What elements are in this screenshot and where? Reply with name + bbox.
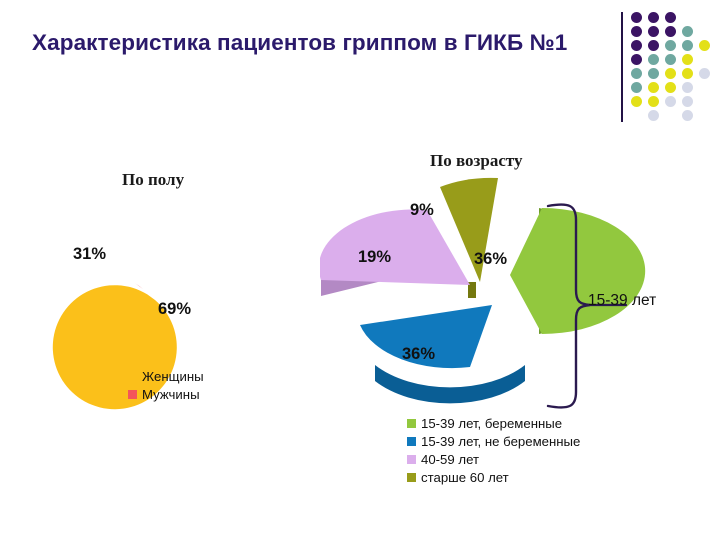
- decorative-dot: [631, 40, 642, 51]
- decorative-dot: [699, 40, 710, 51]
- decorative-dot: [682, 110, 693, 121]
- decorative-dot: [631, 54, 642, 65]
- age-group-brace-annotation: 15-39 лет: [540, 180, 720, 420]
- gender-chart-title: По полу: [122, 170, 185, 189]
- decorative-dot: [648, 110, 659, 121]
- legend-label-beremennye: 15-39 лет, беременные: [421, 416, 563, 431]
- legend-item[interactable]: 15-39 лет, не беременные: [407, 433, 580, 450]
- age-slice-side-olive: [468, 282, 476, 298]
- legend-item[interactable]: 40-59 лет: [407, 451, 580, 468]
- decorative-dot: [665, 26, 676, 37]
- decorative-dot: [665, 54, 676, 65]
- decorative-dot: [631, 68, 642, 79]
- legend-label-muzhchiny: Мужчины: [142, 387, 200, 402]
- decorative-dot: [648, 68, 659, 79]
- age-slice-beremennye[interactable]: [510, 208, 646, 334]
- decorative-dot: [682, 96, 693, 107]
- legend-item[interactable]: Мужчины: [128, 386, 204, 403]
- age-pie-graphic: [320, 177, 646, 404]
- decorative-dot: [682, 82, 693, 93]
- decorative-dot: [682, 54, 693, 65]
- decorative-dot: [665, 68, 676, 79]
- decorative-dot-motif: [621, 12, 720, 122]
- decorative-dot: [682, 40, 693, 51]
- brace-annotation-label: 15-39 лет: [588, 292, 657, 309]
- legend-swatch-40-59: [407, 455, 416, 464]
- age-value-label-40-59: 19%: [358, 248, 392, 266]
- decorative-dot: [648, 96, 659, 107]
- legend-swatch-beremennye: [407, 419, 416, 428]
- legend-label-40-59: 40-59 лет: [421, 452, 480, 467]
- gender-value-label-zhenshchiny: 69%: [158, 300, 192, 318]
- legend-item[interactable]: старше 60 лет: [407, 469, 580, 486]
- decorative-dot: [665, 40, 676, 51]
- decorative-dot: [631, 26, 642, 37]
- legend-item[interactable]: 15-39 лет, беременные: [407, 415, 580, 432]
- age-slice-ne-beremennye[interactable]: [360, 305, 492, 369]
- gender-slice-zhenshchiny[interactable]: [52, 285, 177, 410]
- decorative-dot: [699, 68, 710, 79]
- age-slice-40-59[interactable]: [320, 209, 470, 285]
- decorative-dot: [665, 12, 676, 23]
- decorative-dot: [631, 82, 642, 93]
- decorative-dot: [648, 26, 659, 37]
- legend-item[interactable]: Женщины: [128, 368, 204, 385]
- gender-pie-graphic: [52, 283, 177, 410]
- gender-legend: Женщины Мужчины: [128, 368, 204, 404]
- decorative-dot: [648, 82, 659, 93]
- legend-swatch-zhenshchiny: [128, 372, 137, 381]
- decorative-dot: [682, 26, 693, 37]
- legend-label-starshe-60: старше 60 лет: [421, 470, 509, 485]
- curly-brace-icon: [546, 203, 628, 409]
- gender-value-label-muzhchiny: 31%: [73, 245, 107, 263]
- legend-swatch-ne-beremennye: [407, 437, 416, 446]
- gender-pie-chart: По полу 69% 31% Женщины Мужчины: [30, 160, 320, 420]
- decorative-dot: [648, 40, 659, 51]
- legend-label-ne-beremennye: 15-39 лет, не беременные: [421, 434, 581, 449]
- age-slice-side-blue: [375, 365, 525, 404]
- age-slice-starshe-60[interactable]: [440, 177, 498, 282]
- age-chart-title: По возрасту: [430, 151, 523, 170]
- decorative-dot: [665, 82, 676, 93]
- age-value-label-starshe-60: 9%: [410, 201, 434, 219]
- age-pie-chart: По возрасту 36% 36% 19% 9% 15-39 лет, бе…: [320, 145, 720, 505]
- decorative-dot: [648, 54, 659, 65]
- legend-label-zhenshchiny: Женщины: [142, 369, 204, 384]
- decorative-dot: [648, 12, 659, 23]
- decorative-dot: [631, 96, 642, 107]
- vertical-divider-line: [621, 12, 623, 122]
- page-title: Характеристика пациентов гриппом в ГИКБ …: [32, 30, 568, 55]
- decorative-dot: [665, 96, 676, 107]
- age-legend: 15-39 лет, беременные 15-39 лет, не бере…: [407, 415, 580, 487]
- decorative-dot: [682, 68, 693, 79]
- age-value-label-ne-beremennye: 36%: [402, 345, 436, 363]
- legend-swatch-starshe-60: [407, 473, 416, 482]
- legend-swatch-muzhchiny: [128, 390, 137, 399]
- gender-slice-muzhchiny[interactable]: [135, 283, 143, 289]
- decorative-dot: [631, 12, 642, 23]
- age-value-label-beremennye: 36%: [474, 250, 508, 268]
